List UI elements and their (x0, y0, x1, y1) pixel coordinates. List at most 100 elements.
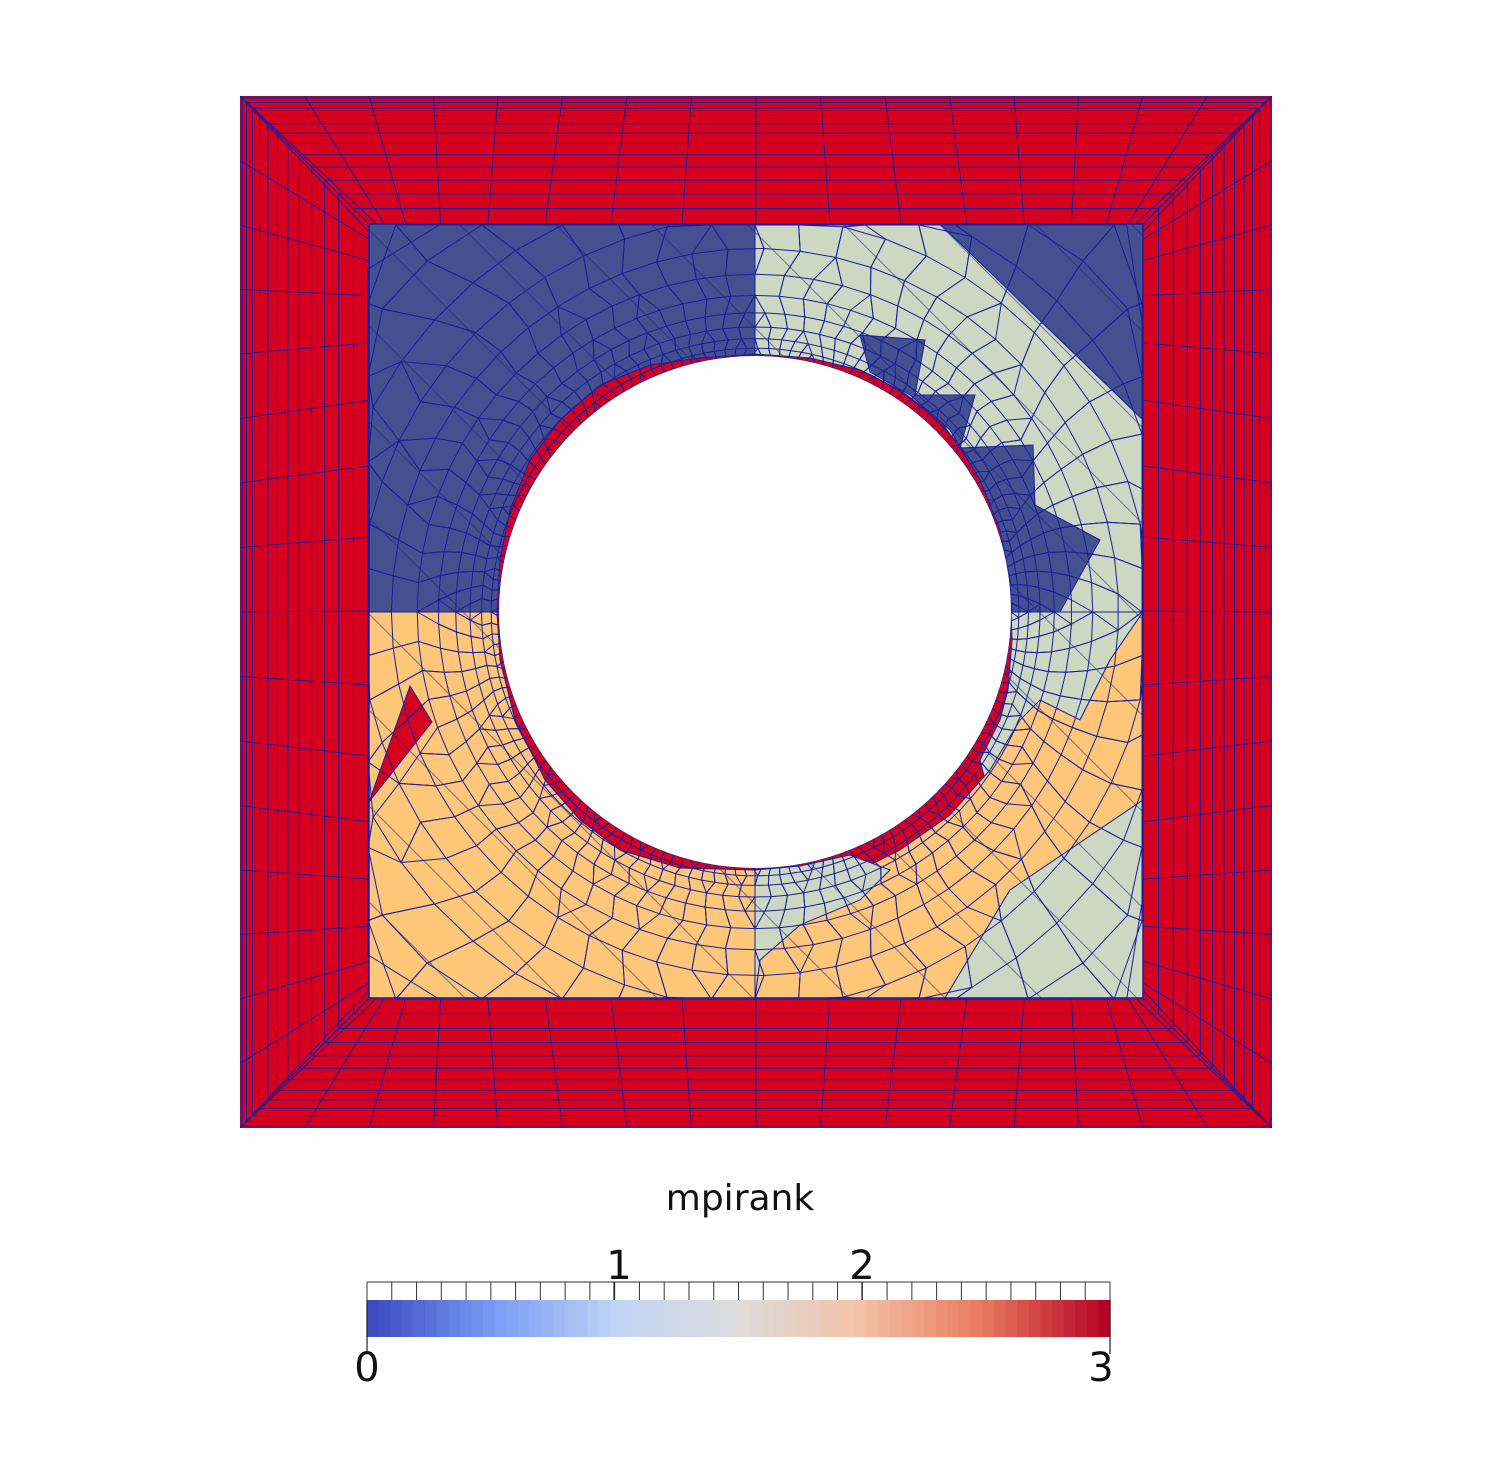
tri-edge (801, 343, 809, 353)
tri-edge (621, 950, 626, 985)
tri-edge (602, 822, 610, 829)
tri-edge (802, 924, 815, 945)
tri-edge (399, 782, 436, 787)
tri-edge (767, 884, 772, 897)
tri-edge (701, 330, 707, 345)
tri-diagonal (938, 223, 1144, 429)
frame-spoke (240, 805, 370, 823)
tri-edge (557, 888, 562, 918)
tri-edge (798, 972, 801, 1000)
colorbar-swatch (1028, 1300, 1041, 1337)
tri-edge (704, 316, 707, 332)
tri-edge (496, 822, 519, 830)
tri-edge (419, 468, 449, 472)
frame-spoke (1127, 997, 1208, 1128)
tri-edge (969, 798, 978, 813)
tri-edge (998, 459, 1013, 466)
tri-edge (1117, 593, 1143, 613)
tri-edge (788, 865, 792, 874)
tri-edge (502, 716, 514, 720)
tri-edge (870, 956, 886, 986)
tri-edge (639, 913, 660, 930)
tri-edge (948, 804, 960, 812)
tri-edge (586, 831, 593, 843)
tri-edge (969, 411, 978, 426)
tri-edge (846, 343, 852, 355)
tri-edge (1022, 554, 1035, 560)
tri-edge (625, 844, 632, 854)
tri-edge (367, 440, 400, 463)
tri-edge (1006, 803, 1032, 807)
tri-edge (395, 224, 428, 262)
tri-edge (862, 874, 867, 892)
tri-edge (611, 895, 616, 919)
tri-edge (401, 361, 447, 367)
tri-edge (382, 308, 435, 321)
tri-edge (489, 780, 509, 785)
tri-edge (850, 332, 863, 344)
colorbar-swatch (703, 1300, 716, 1337)
tri-edge (924, 802, 929, 811)
tri-edge (935, 383, 949, 392)
tri-edge (956, 855, 973, 872)
tri-edge (614, 839, 622, 847)
tri-edge (991, 510, 999, 516)
tri-edge (647, 880, 660, 892)
tri-edge (639, 294, 660, 311)
tri-edge (553, 840, 563, 857)
tri-edge (682, 903, 687, 921)
tri-diagonal (368, 709, 658, 999)
tri-edge (1002, 493, 1015, 496)
tri-edge (496, 557, 505, 564)
tri-edge (989, 442, 1003, 452)
tri-edge (518, 400, 534, 412)
frame-spoke (240, 740, 370, 757)
tri-edge (628, 355, 639, 366)
tri-edge (850, 913, 871, 930)
tri-edge (593, 402, 596, 413)
tri-edge (1002, 728, 1015, 731)
tri-edge (908, 359, 917, 373)
tri-edge (724, 339, 729, 351)
tri-edge (1082, 769, 1112, 784)
tri-edge (407, 504, 430, 525)
tri-edge (764, 896, 772, 912)
tri-edge (1048, 551, 1066, 553)
tri-edge (928, 408, 939, 414)
colorbar-swatch (506, 1300, 519, 1337)
tri-edge (630, 836, 633, 845)
tri-edge (924, 413, 929, 422)
tri-edge (788, 350, 792, 359)
colorbar-swatch (541, 1300, 554, 1337)
tri-edge (497, 697, 506, 705)
tri-edge (725, 275, 732, 297)
tri-edge (917, 831, 924, 843)
tri-edge (479, 493, 496, 496)
tri-edge (515, 250, 546, 278)
tri-edge (496, 660, 505, 667)
tri-edge (614, 883, 630, 897)
tri-edge (955, 770, 960, 780)
colorbar-swatch (1063, 1300, 1076, 1337)
tri-edge (936, 277, 966, 298)
tri-edge (398, 752, 421, 784)
tri-edge (984, 498, 995, 501)
tri-edge (484, 571, 494, 580)
tri-edge (532, 798, 541, 813)
tri-edge (1010, 593, 1019, 597)
tri-edge (557, 306, 562, 336)
tri-edge (1017, 638, 1028, 640)
tri-edge (369, 683, 399, 701)
tri-edge (557, 306, 587, 320)
tri-edge (991, 822, 1014, 830)
tri-edge (1014, 728, 1031, 731)
tri-edge (493, 687, 503, 692)
tri-edge (647, 332, 660, 344)
tri-edge (393, 640, 419, 649)
tri-edge (660, 851, 666, 859)
tri-edge (980, 785, 991, 798)
tri-edge (543, 438, 555, 442)
tri-edge (492, 633, 501, 635)
tri-edge (989, 752, 1000, 760)
tri-edge (915, 864, 918, 885)
